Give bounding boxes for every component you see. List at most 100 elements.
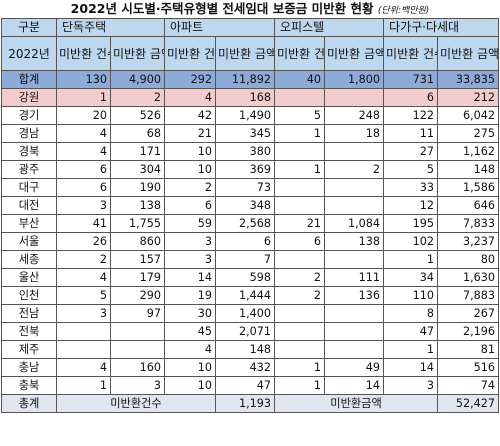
count-cell: 122 — [383, 106, 439, 125]
region-cell: 전북 — [1, 322, 57, 341]
amount-cell: 348 — [215, 196, 276, 215]
sub-header-amount: 미반환 금액 — [109, 36, 166, 71]
amount-cell: 138 — [109, 196, 166, 215]
count-cell: 40 — [274, 70, 326, 89]
count-cell: 3 — [164, 250, 217, 269]
count-cell: 21 — [164, 124, 217, 143]
count-cell: 21 — [274, 214, 326, 233]
amount-cell: 1,490 — [215, 106, 276, 125]
amount-cell: 369 — [215, 160, 276, 179]
amount-cell: 157 — [109, 250, 166, 269]
amount-cell: 860 — [109, 232, 166, 251]
amount-cell: 4,900 — [109, 70, 166, 89]
count-cell: 4 — [56, 124, 111, 143]
table-row: 부산 41 1,755 59 2,568 21 1,084 195 7,833 — [1, 214, 500, 233]
summary-amount-label: 미반환금액 — [274, 394, 439, 413]
count-cell — [274, 88, 326, 107]
amount-cell: 2,071 — [215, 322, 276, 341]
amount-cell — [324, 304, 385, 323]
amount-cell: 1,400 — [215, 304, 276, 323]
amount-cell: 212 — [437, 88, 500, 107]
count-cell — [274, 322, 326, 341]
amount-cell: 290 — [109, 286, 166, 305]
table-row: 충북 1 3 10 47 1 14 3 74 — [1, 376, 500, 395]
count-cell: 731 — [383, 70, 439, 89]
count-cell: 2 — [164, 178, 217, 197]
count-cell: 10 — [164, 376, 217, 395]
amount-cell — [324, 178, 385, 197]
count-cell: 4 — [56, 358, 111, 377]
corner-label: 구분 — [1, 18, 57, 37]
count-cell: 27 — [383, 142, 439, 161]
amount-cell: 1,084 — [324, 214, 385, 233]
count-cell: 45 — [164, 322, 217, 341]
amount-cell: 33,835 — [437, 70, 500, 89]
amount-cell: 1,586 — [437, 178, 500, 197]
region-cell: 충북 — [1, 376, 57, 395]
header-row-sub: 2022년 미반환 건수 미반환 금액 미반환 건수 미반환 금액 미반환 건수… — [1, 36, 500, 71]
amount-cell: 148 — [437, 160, 500, 179]
amount-cell: 81 — [437, 340, 500, 359]
region-cell: 대구 — [1, 178, 57, 197]
count-cell: 3 — [383, 376, 439, 395]
amount-cell: 171 — [109, 142, 166, 161]
amount-cell: 7 — [215, 250, 276, 269]
amount-cell: 3 — [109, 376, 166, 395]
count-cell: 1 — [274, 124, 326, 143]
table-row: 인천 5 290 19 1,444 2 136 110 7,883 — [1, 286, 500, 305]
count-cell: 1 — [383, 250, 439, 269]
count-cell: 41 — [56, 214, 111, 233]
region-cell: 서울 — [1, 232, 57, 251]
amount-cell: 646 — [437, 196, 500, 215]
group-header-apartment: 아파트 — [164, 18, 276, 37]
unit-label: (단위:백만원) — [377, 6, 430, 16]
count-cell: 4 — [164, 340, 217, 359]
region-cell: 경남 — [1, 124, 57, 143]
table-row: 세종 2 157 3 7 1 80 — [1, 250, 500, 269]
amount-cell: 68 — [109, 124, 166, 143]
count-cell: 10 — [164, 358, 217, 377]
count-cell: 110 — [383, 286, 439, 305]
amount-cell: 18 — [324, 124, 385, 143]
count-cell: 26 — [56, 232, 111, 251]
group-header-detached: 단독주택 — [55, 18, 166, 37]
amount-cell — [324, 196, 385, 215]
count-cell: 11 — [383, 124, 439, 143]
count-cell: 14 — [164, 268, 217, 287]
region-cell: 인천 — [1, 286, 57, 305]
count-cell: 59 — [164, 214, 217, 233]
amount-cell: 345 — [215, 124, 276, 143]
amount-cell: 47 — [215, 376, 276, 395]
summary-amount-value: 52,427 — [437, 394, 500, 413]
amount-cell — [324, 250, 385, 269]
count-cell: 1 — [274, 160, 326, 179]
region-cell: 제주 — [1, 340, 57, 359]
region-cell: 경북 — [1, 142, 57, 161]
sub-header-amount: 미반환 금액 — [324, 36, 385, 71]
amount-cell: 267 — [437, 304, 500, 323]
amount-cell: 2,568 — [215, 214, 276, 233]
count-cell — [274, 340, 326, 359]
amount-cell: 3,237 — [437, 232, 500, 251]
amount-cell: 1,444 — [215, 286, 276, 305]
amount-cell: 160 — [109, 358, 166, 377]
amount-cell: 7,883 — [437, 286, 500, 305]
count-cell: 6 — [274, 232, 326, 251]
region-cell: 충남 — [1, 358, 57, 377]
count-cell: 6 — [164, 196, 217, 215]
count-cell — [274, 142, 326, 161]
amount-cell: 179 — [109, 268, 166, 287]
count-cell: 33 — [383, 178, 439, 197]
amount-cell: 111 — [324, 268, 385, 287]
amount-cell: 190 — [109, 178, 166, 197]
sub-header-count: 미반환 건수 — [274, 36, 326, 71]
amount-cell: 6 — [215, 232, 276, 251]
sub-header-count: 미반환 건수 — [164, 36, 217, 71]
summary-count-value: 1,193 — [215, 394, 276, 413]
count-cell: 3 — [56, 304, 111, 323]
count-cell: 6 — [56, 178, 111, 197]
summary-label: 총계 — [1, 394, 57, 413]
report-title: 2022년 시도별·주택유형별 전세임대 보증금 미반환 현황 (단위:백만원) — [0, 0, 500, 18]
amount-cell: 304 — [109, 160, 166, 179]
count-cell: 2 — [274, 268, 326, 287]
